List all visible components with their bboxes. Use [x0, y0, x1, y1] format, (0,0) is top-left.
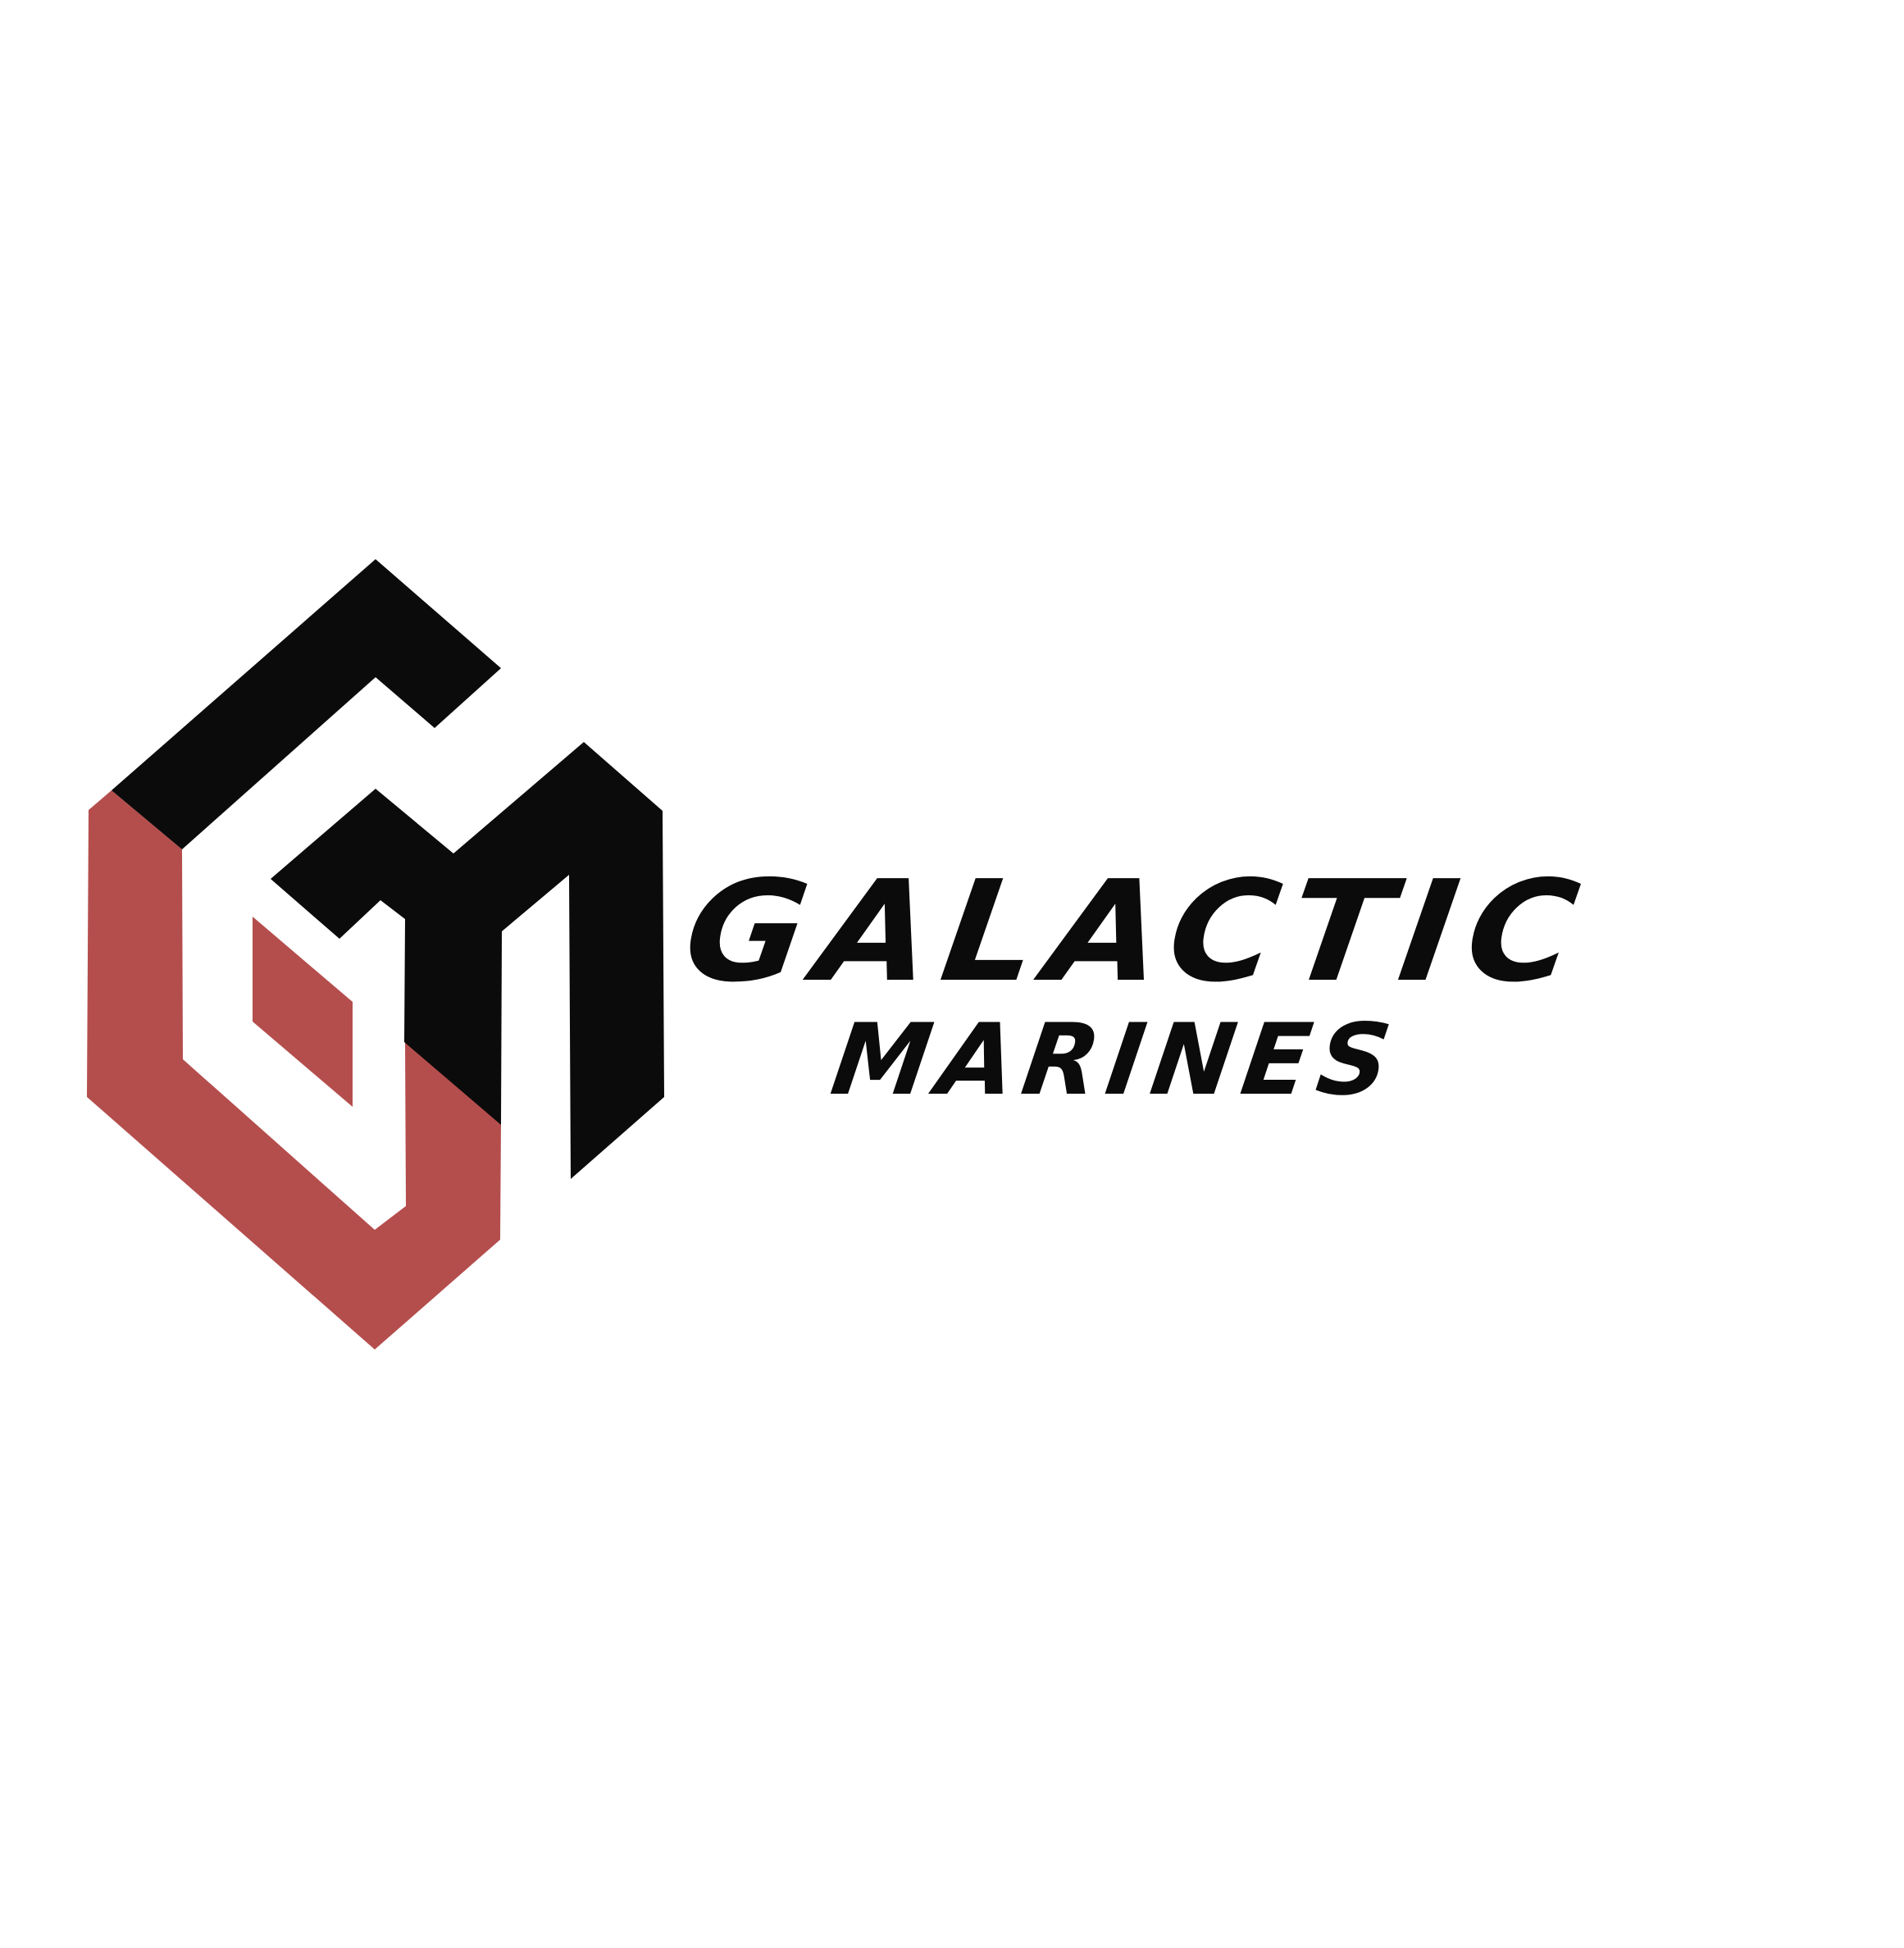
monogram-red-shell [87, 790, 501, 1349]
monogram-black-m [271, 742, 664, 1179]
brand-title-line2: MARINES [825, 1004, 1405, 1117]
monogram-red-notch [253, 917, 353, 1107]
brand-title-line1: GALACTIC [675, 851, 1600, 1013]
monogram-black-g-top [112, 559, 501, 849]
brand-wordmark: GALACTIC MARINES [675, 851, 1599, 1117]
